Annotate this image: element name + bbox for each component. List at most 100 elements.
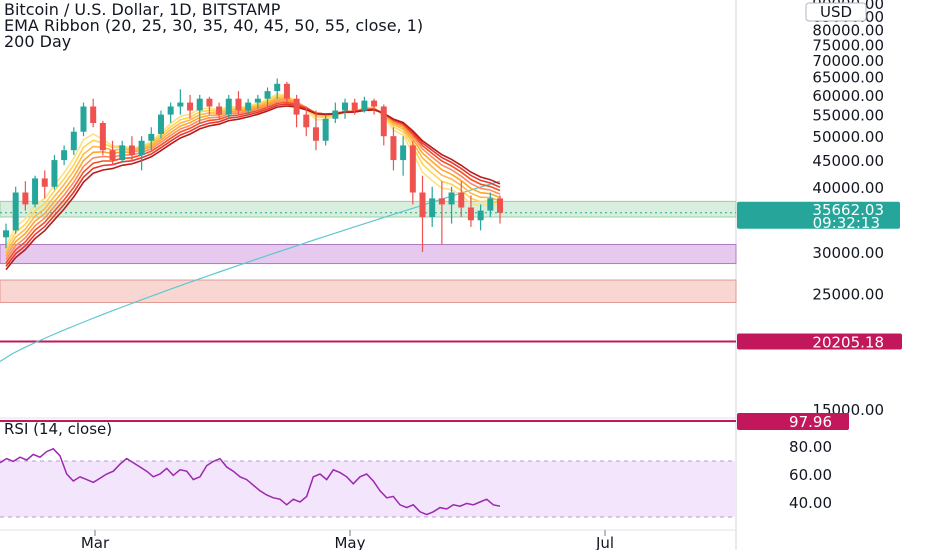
candle-body: [148, 133, 155, 141]
candle-body: [361, 100, 368, 111]
candle-body: [12, 192, 19, 231]
time-tick-label: Jul: [595, 534, 614, 550]
candle-body: [235, 98, 242, 111]
rsi-band: [0, 461, 736, 517]
candle-body: [22, 192, 29, 205]
candle-body: [206, 98, 213, 107]
candle-body: [342, 102, 349, 111]
chart-legend: Bitcoin / U.S. Dollar, 1D, BITSTAMP EMA …: [4, 2, 423, 50]
support-zones: [0, 200, 737, 304]
ema-ribbon: [5, 93, 501, 271]
candle-body: [3, 230, 9, 238]
candle-body: [32, 178, 39, 205]
ema-ribbon-line: [5, 95, 501, 250]
candle-body: [487, 198, 494, 211]
level-price-badge: [737, 333, 902, 350]
candle-body: [41, 178, 48, 187]
candlesticks: [3, 78, 503, 252]
candle-body: [99, 122, 106, 151]
ema-ribbon-legend[interactable]: EMA Ribbon (20, 25, 30, 35, 40, 45, 50, …: [4, 16, 424, 35]
ema-ribbon-line: [5, 98, 501, 257]
rsi-tick-label: 60.00: [789, 466, 832, 484]
candle-body: [128, 145, 135, 156]
candle-body: [448, 192, 455, 205]
time-tick-label: Mar: [81, 534, 110, 550]
candle-body: [458, 192, 465, 208]
candle-body: [264, 91, 271, 99]
candle-body: [390, 136, 397, 161]
rsi-tick-label: 40.00: [789, 494, 832, 512]
candle-body: [80, 106, 87, 132]
candle-body: [254, 98, 261, 103]
candle-body: [419, 192, 426, 218]
currency-label[interactable]: USD: [820, 3, 852, 21]
candle-body: [497, 198, 503, 213]
ema-ribbon-line: [5, 93, 501, 247]
candle-body: [322, 118, 329, 141]
candle-body: [312, 127, 319, 141]
candle-body: [167, 106, 174, 115]
symbol-title[interactable]: Bitcoin / U.S. Dollar, 1D, BITSTAMP: [4, 0, 281, 19]
countdown-timer: 09:32:13: [813, 214, 880, 232]
candle-body: [119, 145, 126, 161]
rsi-tick-label: 80.00: [789, 438, 832, 456]
candle-body: [196, 98, 203, 111]
level-price-value: 20205.18: [812, 334, 884, 352]
candle-body: [283, 83, 290, 99]
candle-body: [400, 145, 407, 161]
horizontal-levels: [0, 340, 736, 422]
price-tick-label: 75000.00: [812, 36, 884, 54]
rsi-legend[interactable]: RSI (14, close): [4, 420, 113, 438]
price-tick-label: 25000.00: [812, 285, 884, 303]
ema-ribbon-line: [5, 105, 501, 271]
price-tick-label: 65000.00: [812, 69, 884, 87]
candle-body: [467, 207, 474, 221]
price-tick-label: 60000.00: [812, 87, 884, 105]
sma-legend[interactable]: 200 Day: [4, 32, 72, 51]
currency-button[interactable]: USD: [805, 2, 867, 22]
rsi-line: [0, 447, 501, 516]
candle-body: [371, 100, 378, 107]
candle-body: [477, 210, 484, 221]
ema-ribbon-line: [5, 96, 501, 254]
price-tick-label: 70000.00: [812, 52, 884, 70]
time-tick-label: May: [334, 534, 365, 550]
ema-ribbon-line: [5, 100, 501, 261]
rsi-level-badge: [737, 413, 849, 430]
candle-body: [138, 140, 145, 156]
candle-body: [216, 106, 223, 115]
current-price-value: 35662.03: [812, 201, 884, 219]
candle-body: [429, 198, 436, 218]
candle-body: [187, 102, 194, 111]
candle-body: [70, 131, 77, 151]
zone-purple: [0, 244, 737, 265]
candle-body: [351, 102, 358, 111]
sma-200-line: [0, 180, 501, 363]
current-price-badge: [737, 201, 900, 229]
price-tick-label: 30000.00: [812, 244, 884, 262]
candle-body: [61, 150, 68, 161]
candle-body: [438, 198, 445, 205]
candle-body: [90, 106, 97, 123]
candle-body: [409, 145, 416, 193]
price-tick-label: 45000.00: [812, 152, 884, 170]
candle-body: [293, 98, 300, 115]
rsi-level-value: 97.96: [789, 413, 832, 431]
currency-button-frame[interactable]: [805, 2, 867, 22]
zone-red: [0, 279, 737, 304]
candle-body: [225, 98, 232, 115]
candle-body: [274, 83, 281, 92]
rsi-axis-ticks: 40.00 60.00 80.00: [789, 438, 832, 512]
candle-body: [177, 102, 184, 107]
zone-green: [0, 200, 737, 218]
price-tick-label: 50000.00: [812, 128, 884, 146]
price-tick-label: 55000.00: [812, 107, 884, 125]
candle-body: [157, 114, 164, 134]
price-tick-label: 40000.00: [812, 179, 884, 197]
candle-body: [303, 114, 310, 128]
candle-body: [380, 106, 387, 137]
